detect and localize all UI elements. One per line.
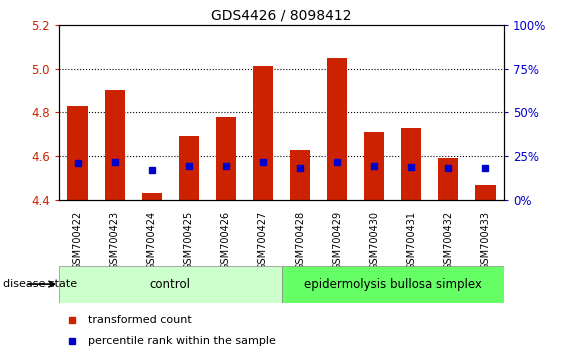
Bar: [178, 137, 199, 200]
Bar: [327, 58, 347, 200]
Text: GSM700425: GSM700425: [184, 211, 194, 270]
Text: GSM700423: GSM700423: [110, 211, 120, 270]
Text: GSM700428: GSM700428: [295, 211, 305, 270]
Text: GSM700431: GSM700431: [406, 211, 416, 270]
Text: disease state: disease state: [3, 279, 77, 289]
Bar: [216, 117, 236, 200]
Bar: [253, 67, 273, 200]
Text: GSM700429: GSM700429: [332, 211, 342, 270]
Text: percentile rank within the sample: percentile rank within the sample: [88, 336, 276, 346]
Bar: [364, 132, 385, 200]
Bar: [68, 106, 88, 200]
Bar: [282, 266, 504, 303]
Text: GDS4426 / 8098412: GDS4426 / 8098412: [211, 9, 352, 23]
Text: GSM700426: GSM700426: [221, 211, 231, 270]
Text: epidermolysis bullosa simplex: epidermolysis bullosa simplex: [304, 278, 481, 291]
Text: GSM700424: GSM700424: [147, 211, 157, 270]
Bar: [475, 185, 495, 200]
Bar: [401, 128, 422, 200]
Text: control: control: [150, 278, 191, 291]
Bar: [105, 91, 125, 200]
Text: transformed count: transformed count: [88, 315, 192, 325]
Text: GSM700432: GSM700432: [443, 211, 453, 270]
Bar: [59, 266, 282, 303]
Bar: [290, 150, 310, 200]
Bar: [141, 193, 162, 200]
Bar: [438, 158, 458, 200]
Text: GSM700433: GSM700433: [480, 211, 490, 270]
Text: GSM700422: GSM700422: [73, 211, 83, 270]
Text: GSM700427: GSM700427: [258, 211, 268, 270]
Text: GSM700430: GSM700430: [369, 211, 379, 270]
